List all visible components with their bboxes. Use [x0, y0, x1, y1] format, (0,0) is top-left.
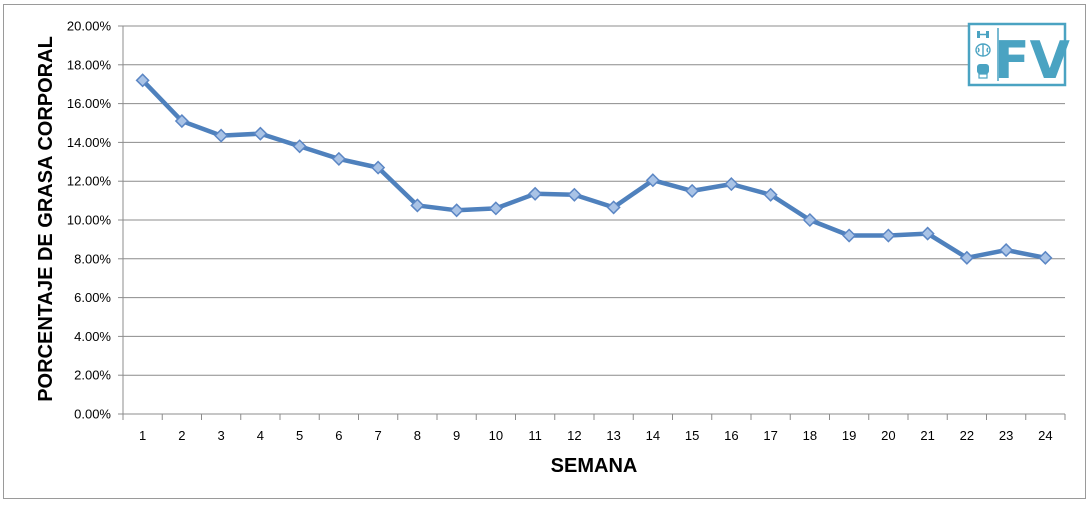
series-line — [141, 78, 1046, 261]
x-tick-label: 17 — [763, 428, 777, 443]
data-point — [802, 212, 817, 228]
x-tick-label: 20 — [881, 428, 895, 443]
x-tick-label: 14 — [646, 428, 660, 443]
x-axis-tick-labels: 1 2 3 4 5 6 7 8 9 10 11 12 13 14 15 16 17 18 19 20 21 22 23 24 — [139, 428, 1053, 443]
x-tick-label: 7 — [375, 428, 382, 443]
x-tick-label: 11 — [528, 428, 542, 443]
x-tick-label: 15 — [685, 428, 699, 443]
series-layer — [135, 73, 1053, 265]
y-tick-label: 6.00% — [74, 290, 111, 305]
data-point — [959, 250, 974, 265]
data-point — [920, 226, 935, 241]
fist-icon — [977, 64, 989, 79]
data-point — [567, 187, 582, 202]
data-point — [1038, 250, 1053, 265]
brain-icon — [975, 43, 991, 57]
data-point — [331, 151, 346, 166]
x-tick-label: 18 — [803, 428, 817, 443]
data-point — [214, 128, 229, 143]
y-tick-label: 4.00% — [74, 329, 111, 344]
x-tick-label: 12 — [567, 428, 581, 443]
y-tick-label: 8.00% — [74, 251, 111, 266]
data-point — [724, 177, 739, 192]
data-point — [174, 113, 189, 129]
data-point — [292, 139, 307, 154]
x-tick-label: 5 — [296, 428, 303, 443]
y-tick-label: 0.00% — [74, 407, 111, 422]
data-point — [999, 243, 1014, 258]
x-tick-label: 1 — [139, 428, 146, 443]
gridlines — [118, 25, 1065, 415]
data-point — [253, 126, 268, 141]
x-tick-label: 16 — [724, 428, 738, 443]
x-tick-label: 4 — [257, 428, 264, 443]
data-point — [449, 203, 464, 218]
y-tick-label: 18.00% — [67, 57, 112, 72]
x-axis — [122, 414, 1066, 420]
y-tick-label: 14.00% — [67, 135, 112, 150]
data-point — [528, 186, 543, 201]
x-tick-label: 24 — [1038, 428, 1052, 443]
y-axis-title: PORCENTAJE DE GRASA CORPORAL — [35, 36, 57, 402]
data-point — [606, 200, 621, 215]
y-tick-label: 12.00% — [67, 174, 112, 189]
x-tick-label: 21 — [920, 428, 934, 443]
data-point — [410, 198, 425, 213]
x-tick-label: 9 — [453, 428, 460, 443]
data-point — [881, 228, 896, 243]
x-tick-label: 19 — [842, 428, 856, 443]
data-point — [645, 173, 660, 188]
x-tick-label: 13 — [606, 428, 620, 443]
logo-text: FV — [994, 31, 1070, 91]
x-axis-title: SEMANA — [551, 455, 638, 477]
y-tick-label: 16.00% — [67, 96, 112, 111]
y-tick-label: 10.00% — [67, 213, 112, 228]
data-point — [488, 201, 503, 216]
fv-logo: FV — [967, 22, 1070, 91]
y-tick-label: 2.00% — [74, 368, 111, 383]
x-tick-label: 10 — [489, 428, 503, 443]
x-tick-label: 8 — [414, 428, 421, 443]
dumbbell-icon — [977, 31, 989, 38]
x-tick-label: 6 — [335, 428, 342, 443]
data-point — [371, 160, 386, 175]
data-point — [842, 228, 857, 243]
chart-frame — [3, 4, 1086, 499]
y-axis-tick-labels: 0.00% 2.00% 4.00% 6.00% 8.00% 10.00% 12.00% 14.… — [67, 19, 112, 422]
data-point — [135, 73, 150, 88]
x-tick-label: 23 — [999, 428, 1013, 443]
data-point — [763, 187, 778, 202]
x-tick-label: 22 — [960, 428, 974, 443]
x-tick-label: 2 — [178, 428, 185, 443]
data-point — [685, 183, 700, 198]
x-tick-label: 3 — [218, 428, 225, 443]
y-tick-label: 20.00% — [67, 19, 112, 34]
